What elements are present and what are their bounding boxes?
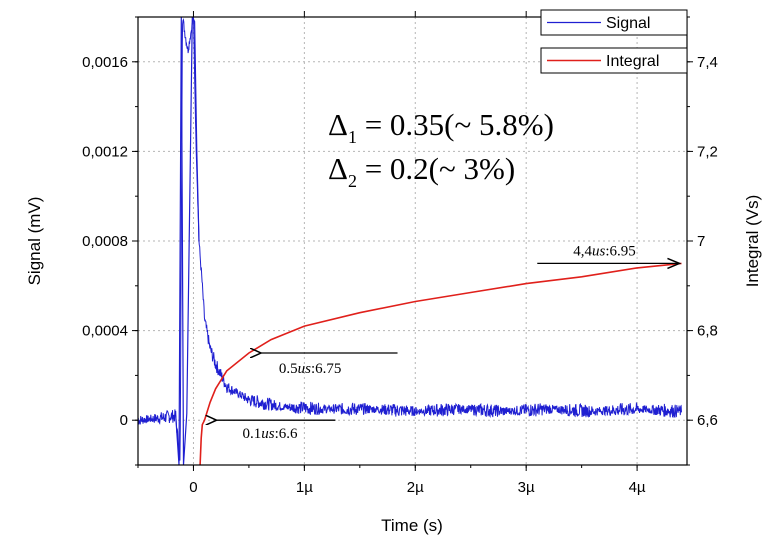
legend: Signal Integral <box>540 9 688 74</box>
integral-series-line <box>199 262 682 465</box>
annotation-label: 0.5us:6.75 <box>279 361 342 377</box>
y2-tick-label: 7,4 <box>697 54 718 71</box>
y2-tick-label: 6,8 <box>697 323 718 340</box>
y2-axis-title: Integral (Vs) <box>743 195 762 288</box>
y2-tick-label: 7,2 <box>697 143 718 160</box>
x-tick-label: 0 <box>189 479 197 496</box>
formula-text: Δ1 = 0.35(~ 5.8%) <box>328 107 554 147</box>
y2-tick-label: 7 <box>697 233 705 250</box>
annotation: 4,4us:6.95 <box>537 243 682 270</box>
y-tick-label: 0,0012 <box>82 143 128 160</box>
y-tick-label: 0,0016 <box>82 54 128 71</box>
y-tick-label: 0,0004 <box>82 323 128 340</box>
annotation: 0.1us:6.6 <box>217 420 336 442</box>
x-tick-label: 2µ <box>407 479 424 496</box>
x-axis-title: Time (s) <box>381 516 443 535</box>
annotation: 0.5us:6.75 <box>261 353 398 377</box>
x-tick-label: 1µ <box>296 479 313 496</box>
y-axis-title: Signal (mV) <box>25 197 44 286</box>
legend-entry: Integral <box>540 47 688 74</box>
grid-lines <box>138 17 687 465</box>
signal-spike-line <box>175 17 200 465</box>
formula-text: Δ2 = 0.2(~ 3%) <box>328 151 515 191</box>
x-tick-label: 4µ <box>629 479 646 496</box>
annotation-label: 4,4us:6.95 <box>573 243 636 259</box>
legend-label: Integral <box>606 53 659 70</box>
x-tick-label: 3µ <box>518 479 535 496</box>
signal-series-line <box>138 17 682 461</box>
annotation-arrowhead <box>667 257 682 270</box>
legend-entry: Signal <box>540 9 688 36</box>
legend-label: Signal <box>606 15 650 32</box>
y-tick-label: 0,0008 <box>82 233 128 250</box>
y-tick-label: 0 <box>120 412 128 429</box>
annotation-label: 0.1us:6.6 <box>243 426 299 442</box>
y2-tick-label: 6,6 <box>697 412 718 429</box>
